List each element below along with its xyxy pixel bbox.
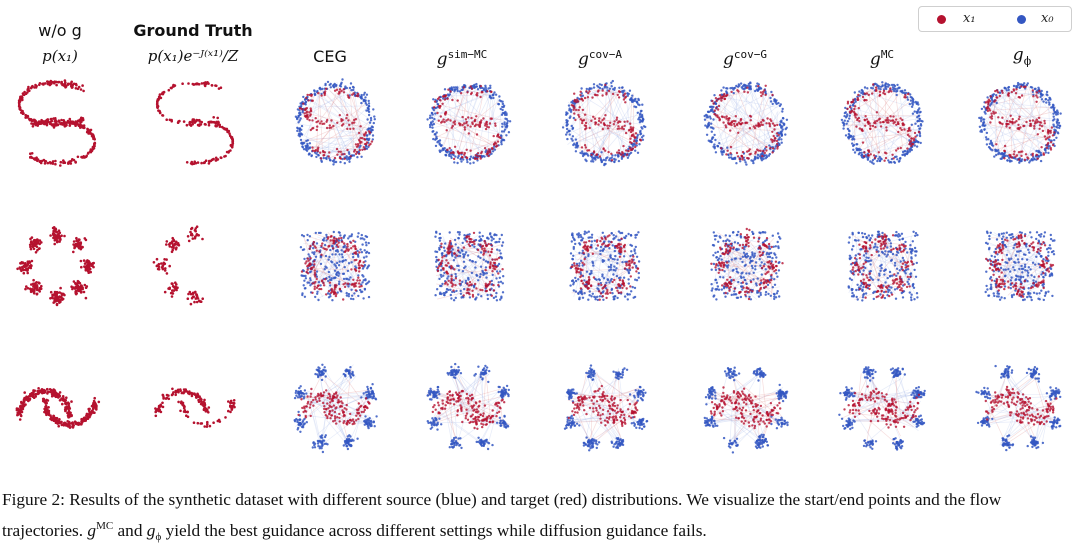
col-header-g-sim-mc-base: g (436, 49, 448, 70)
col-header-g-cov-a: gcov−A (535, 40, 665, 75)
col-header-g-cov-a-base: g (577, 49, 589, 70)
col-header-wog-line2: p(x₁) (42, 47, 78, 65)
panel-row2-ceg (299, 230, 371, 302)
col-header-ceg-label: CEG (313, 47, 347, 66)
col-header-gt-line2: p(x₁)e⁻ᴶ⁽ˣ¹⁾/Z (147, 47, 239, 65)
panel-row1-ceg (294, 78, 376, 166)
panel-row3-g-phi (975, 364, 1062, 452)
panel-row2-g-cov-a (569, 230, 641, 302)
panel-row3-g-sim-mc (426, 362, 511, 451)
caption-g-mc-sup: MC (96, 520, 114, 532)
col-header-wog-line1: w/o g (38, 21, 82, 40)
panel-row3-g-mc (838, 366, 926, 451)
panel-row3-ceg (293, 363, 378, 454)
caption-and: and (117, 520, 143, 540)
caption-g-phi: g (146, 520, 156, 540)
panel-row1-g-cov-a (561, 79, 647, 167)
panel-row3-wog (15, 387, 101, 429)
panel-row1-ground-truth (155, 81, 235, 166)
col-header-g-sim-mc-sup: sim−MC (447, 48, 488, 61)
panel-row1-g-mc (840, 81, 924, 165)
figure-caption: Figure 2: Results of the synthetic datas… (2, 487, 1078, 550)
legend-label-x0: x₀ (1041, 11, 1054, 26)
col-header-g-phi-base: g (1012, 45, 1024, 65)
panel-row3-g-cov-g (703, 366, 789, 454)
panel-row1-g-cov-g (703, 81, 789, 166)
panel-row2-g-mc (847, 230, 919, 302)
col-header-g-mc-base: g (869, 49, 881, 70)
col-header-g-mc: gMC (817, 40, 947, 75)
panel-row2-g-cov-g (710, 227, 784, 301)
panel-row2-wog (16, 226, 95, 307)
panel-row2-g-phi (984, 230, 1056, 302)
col-header-g-cov-g: gcov−G (680, 40, 810, 75)
panel-row3-ground-truth (154, 387, 236, 428)
panel-row2-g-sim-mc (434, 230, 505, 302)
legend-dot-x0 (1017, 15, 1026, 24)
col-header-ceg: CEG (265, 46, 395, 68)
col-header-ground-truth: Ground Truth p(x₁)e⁻ᴶ⁽ˣ¹⁾/Z (128, 20, 258, 66)
caption-g-phi-sub: ϕ (155, 531, 162, 544)
col-header-g-cov-a-sup: cov−A (588, 48, 622, 61)
col-header-g-phi-sub: ϕ (1023, 54, 1032, 68)
col-header-gt-line1: Ground Truth (133, 21, 253, 40)
col-header-g-phi: gϕ (957, 40, 1080, 76)
col-header-g-cov-g-base: g (722, 49, 734, 70)
legend-label-x1: x₁ (963, 11, 976, 26)
caption-part2: yield the best guidance across different… (165, 520, 707, 540)
caption-part1: Figure 2: Results of the synthetic datas… (2, 490, 1002, 540)
figure-panels (15, 78, 1062, 454)
panel-row1-g-sim-mc (426, 82, 512, 165)
col-header-wog: w/o g p(x₁) (0, 20, 125, 66)
panel-row1-wog (17, 79, 97, 167)
panel-row3-g-cov-a (563, 364, 649, 452)
legend: x₁ x₀ (918, 6, 1072, 32)
panel-row1-g-phi (978, 81, 1062, 164)
col-header-g-cov-g-sup: cov−G (733, 48, 767, 61)
legend-dot-x1 (937, 15, 946, 24)
col-header-g-mc-sup: MC (880, 48, 895, 61)
caption-g-mc: g (87, 520, 97, 540)
col-header-g-sim-mc: gsim−MC (397, 40, 527, 75)
panel-row2-ground-truth (152, 225, 204, 306)
